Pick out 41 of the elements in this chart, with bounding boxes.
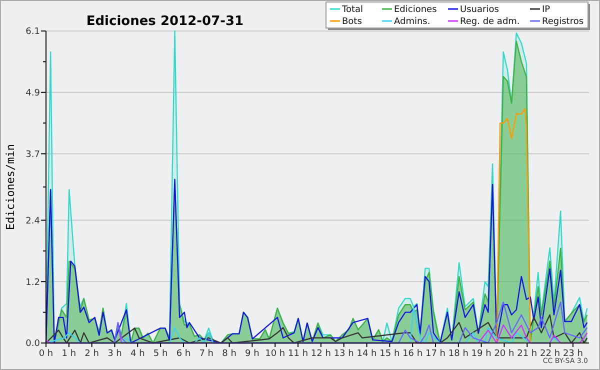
x-tick-label: 23 h [562,349,583,359]
x-tick-label: 11 h [288,349,308,359]
legend-label: Registros [542,17,584,28]
y-tick-label: 4.9 [26,88,40,99]
x-tick-label: 4 h [130,349,145,359]
x-tick-label: 5 h [153,349,168,359]
legend-label: Bots [342,17,362,28]
x-tick-label: 22 h [540,349,560,359]
y-axis-title: Ediciones/min [4,144,17,230]
y-tick-label: 0.0 [26,339,40,350]
x-tick-label: 16 h [402,349,423,359]
chart-title: Ediciones 2012-07-31 [86,14,244,29]
x-tick-label: 17 h [425,349,446,359]
x-tick-label: 15 h [380,349,400,359]
x-tick-label: 3 h [108,349,122,359]
x-tick-label: 0 h [38,349,54,359]
x-tick-label: 19 h [471,349,492,359]
legend-label: IP [542,5,551,16]
x-tick-label: 18 h [448,349,468,359]
x-tick-label: 1 h [62,349,76,359]
y-tick-label: 6.1 [26,27,40,38]
legend-label: Reg. de adm. [460,17,520,28]
x-tick-label: 20 h [494,349,514,359]
line-series [496,108,531,344]
x-tick-label: 10 h [265,349,286,359]
x-tick-label: 6 h [176,349,191,359]
legend-label: Total [341,5,364,16]
x-tick-label: 2 h [84,349,99,359]
x-tick-label: 12 h [310,349,331,359]
x-tick-label: 8 h [222,349,236,359]
y-tick-label: 1.2 [26,278,40,288]
x-tick-label: 7 h [199,349,214,359]
y-tick-label: 3.7 [26,150,40,160]
y-tick-label: 2.4 [26,216,40,226]
x-tick-label: 13 h [334,349,354,359]
x-tick-label: 21 h [517,349,538,359]
legend-label: Admins. [394,17,430,28]
legend-label: Ediciones [394,5,438,16]
x-tick-label: 9 h [245,349,260,359]
legend-label: Usuarios [460,5,500,16]
x-tick-label: 14 h [356,349,377,359]
